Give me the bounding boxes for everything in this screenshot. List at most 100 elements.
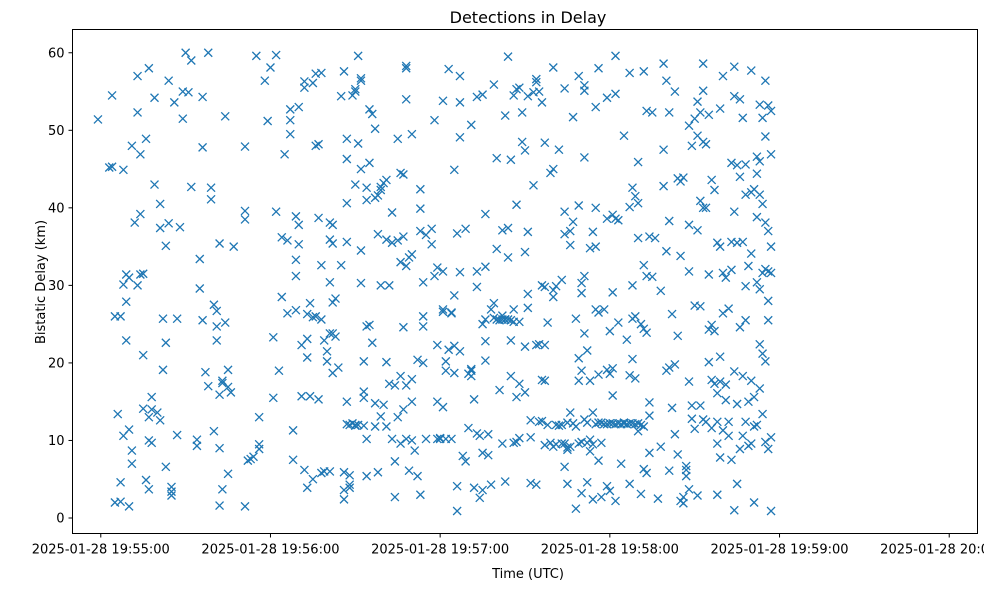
data-point bbox=[670, 360, 680, 369]
data-point bbox=[401, 94, 411, 104]
data-point bbox=[172, 314, 182, 324]
data-point bbox=[217, 484, 227, 494]
data-point bbox=[226, 387, 236, 397]
data-point bbox=[161, 338, 171, 348]
data-point bbox=[492, 244, 502, 254]
data-point bbox=[540, 440, 550, 450]
data-point bbox=[364, 320, 374, 330]
data-point bbox=[613, 215, 623, 225]
data-point bbox=[582, 418, 592, 428]
data-point bbox=[517, 108, 527, 117]
data-point bbox=[687, 401, 697, 411]
data-point bbox=[752, 212, 762, 222]
data-point bbox=[444, 345, 454, 355]
data-point bbox=[758, 409, 768, 419]
data-point bbox=[339, 467, 349, 477]
data-point bbox=[398, 404, 408, 414]
data-point bbox=[746, 66, 756, 76]
data-point bbox=[760, 76, 770, 86]
data-point bbox=[625, 479, 635, 489]
data-point bbox=[93, 114, 103, 124]
data-point bbox=[215, 239, 225, 248]
data-point bbox=[212, 335, 222, 345]
data-point bbox=[441, 356, 451, 366]
data-point bbox=[305, 391, 315, 401]
data-point bbox=[316, 68, 326, 78]
data-point bbox=[452, 481, 462, 491]
data-point bbox=[591, 203, 601, 213]
data-point bbox=[726, 455, 736, 465]
data-point bbox=[398, 170, 408, 179]
data-point bbox=[121, 297, 131, 307]
data-point bbox=[240, 142, 250, 152]
data-point bbox=[664, 363, 674, 373]
data-point bbox=[749, 392, 759, 402]
data-point bbox=[455, 132, 465, 142]
data-point bbox=[342, 134, 352, 144]
data-point bbox=[316, 468, 326, 478]
data-point bbox=[478, 448, 488, 458]
data-point bbox=[407, 249, 417, 259]
data-point bbox=[741, 315, 751, 325]
data-point bbox=[288, 425, 298, 435]
data-point bbox=[503, 223, 513, 233]
data-point bbox=[732, 160, 742, 170]
data-point bbox=[537, 280, 547, 290]
data-point bbox=[449, 290, 459, 300]
data-point bbox=[695, 108, 705, 117]
data-point bbox=[639, 260, 649, 270]
data-point bbox=[695, 301, 705, 311]
data-point bbox=[489, 80, 499, 90]
data-point bbox=[133, 280, 143, 290]
data-point bbox=[650, 233, 660, 243]
data-point bbox=[622, 335, 632, 345]
data-point bbox=[574, 71, 584, 81]
data-point bbox=[639, 422, 649, 431]
data-point bbox=[718, 308, 728, 318]
data-point bbox=[362, 322, 372, 331]
data-point bbox=[342, 198, 352, 208]
data-point bbox=[568, 112, 578, 122]
data-point bbox=[175, 222, 185, 232]
data-point bbox=[430, 115, 439, 125]
data-point bbox=[560, 439, 570, 449]
data-point bbox=[707, 375, 717, 385]
data-point bbox=[526, 478, 536, 488]
data-point bbox=[594, 418, 603, 428]
data-point bbox=[294, 102, 304, 112]
data-point bbox=[492, 153, 502, 163]
data-point bbox=[729, 91, 739, 101]
data-point bbox=[220, 111, 230, 121]
data-point bbox=[568, 217, 578, 227]
data-point bbox=[701, 203, 711, 213]
data-point bbox=[427, 239, 437, 249]
data-point bbox=[548, 164, 558, 174]
data-point bbox=[633, 198, 643, 208]
data-point bbox=[715, 242, 725, 252]
y-tick-label: 50 bbox=[48, 124, 65, 139]
data-point bbox=[625, 68, 635, 78]
data-point bbox=[432, 263, 442, 273]
data-point bbox=[322, 356, 332, 366]
data-point bbox=[348, 90, 357, 100]
data-point bbox=[506, 315, 516, 325]
data-point bbox=[398, 322, 408, 332]
data-point bbox=[367, 338, 377, 348]
data-point bbox=[574, 439, 584, 449]
data-point bbox=[480, 356, 490, 366]
data-point bbox=[596, 438, 606, 448]
data-point bbox=[356, 164, 366, 174]
data-point bbox=[676, 177, 686, 186]
data-point bbox=[628, 354, 637, 364]
data-point bbox=[565, 442, 575, 452]
data-point bbox=[418, 277, 428, 287]
data-point bbox=[274, 366, 284, 376]
data-point bbox=[548, 285, 558, 295]
data-point bbox=[475, 493, 485, 503]
data-point bbox=[271, 207, 281, 217]
data-point bbox=[712, 388, 722, 398]
data-point bbox=[588, 439, 598, 449]
data-point bbox=[127, 446, 137, 455]
data-point bbox=[591, 102, 601, 112]
data-point bbox=[633, 157, 643, 167]
